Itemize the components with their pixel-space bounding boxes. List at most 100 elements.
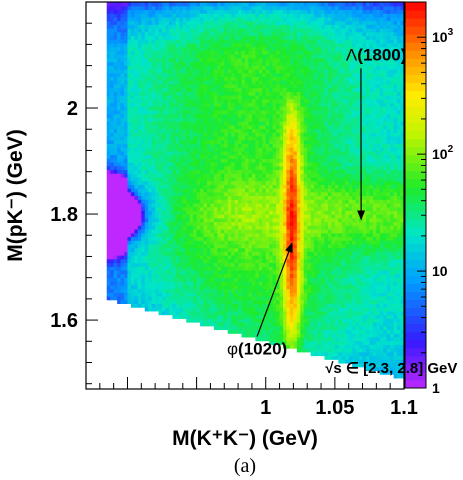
heatmap-cell [283,269,288,275]
heatmap-cell [296,162,301,167]
heatmap-cell [227,303,232,308]
heatmap-cell [269,340,274,345]
heatmap-cell [175,68,180,74]
heatmap-cell [151,288,156,293]
heatmap-cell [162,132,167,137]
heatmap-cell [286,210,291,215]
heatmap-cell [272,80,277,85]
heatmap-cell [210,65,215,70]
heatmap-cell [158,46,163,51]
heatmap-cell [172,16,177,22]
heatmap-cell [117,292,122,297]
heatmap-cell [196,277,201,282]
heatmap-cell [238,303,243,308]
heatmap-cell [179,24,184,29]
heatmap-cell [224,217,229,223]
heatmap-cell [276,251,281,256]
heatmap-cell [241,314,246,319]
heatmap-cell [241,158,246,163]
heatmap-cell [210,232,215,238]
heatmap-cell [286,54,291,59]
heatmap-cell [182,28,187,33]
heatmap-cell [265,65,270,70]
heatmap-cell [224,281,229,286]
heatmap-cell [141,83,146,89]
heatmap-cell [224,173,229,178]
heatmap-cell [148,143,153,148]
heatmap-cell [293,54,298,59]
heatmap-cell [300,232,305,238]
heatmap-cell [172,314,177,319]
heatmap-cell [172,68,177,74]
heatmap-cell [189,46,194,51]
heatmap-cell [186,251,191,256]
heatmap-cell [141,236,146,241]
heatmap-cell [276,154,281,159]
heatmap-cell [262,102,267,107]
heatmap-cell [144,31,149,37]
heatmap-cell [286,329,291,334]
heatmap-cell [113,68,118,74]
heatmap-cell [206,269,212,275]
heatmap-cell [186,288,191,293]
heatmap-cell [227,199,232,204]
heatmap-cell [272,54,277,59]
heatmap-cell [241,80,246,85]
heatmap-cell [172,65,177,70]
heatmap-cell [265,273,270,278]
heatmap-cell [238,46,243,51]
heatmap-cell [175,202,180,208]
heatmap-cell [193,54,198,59]
heatmap-cell [206,5,212,11]
heatmap-cell [172,266,177,271]
heatmap-cell [245,5,250,11]
heatmap-cell [124,132,129,137]
heatmap-cell [238,221,243,226]
heatmap-cell [241,83,246,89]
heatmap-cell [227,20,232,25]
heatmap-cell [117,284,122,290]
heatmap-cell [127,150,132,156]
heatmap-cell [130,16,135,22]
heatmap-cell [158,295,163,301]
heatmap-cell [227,139,232,144]
heatmap-cell [179,288,184,293]
heatmap-cell [234,202,239,208]
heatmap-cell [213,184,218,189]
heatmap-cell [130,154,135,159]
heatmap-cell [210,310,215,316]
heatmap-cell [130,243,135,249]
heatmap-cell [276,284,281,290]
heatmap-cell [120,206,125,211]
heatmap-cell [137,154,142,159]
heatmap-cell [238,162,243,167]
heatmap-cell [168,121,174,126]
heatmap-cell [286,199,291,204]
heatmap-cell [134,165,139,171]
heatmap-cell [296,232,301,238]
heatmap-cell [141,9,146,14]
heatmap-cell [189,158,194,163]
heatmap-cell [175,273,180,278]
heatmap-cell [110,269,115,275]
heatmap-cell [220,57,225,63]
heatmap-cell [303,277,308,282]
heatmap-cell [279,39,284,44]
heatmap-cell [303,206,308,211]
heatmap-cell [106,158,111,163]
heatmap-cell [283,255,288,260]
heatmap-cell [210,28,215,33]
heatmap-cell [203,46,208,51]
heatmap-cell [137,236,142,241]
heatmap-cell [300,35,305,40]
heatmap-cell [182,42,187,48]
heatmap-cell [172,180,177,185]
heatmap-cell [196,188,201,193]
heatmap-cell [137,199,142,204]
heatmap-cell [283,236,288,241]
heatmap-cell [165,251,170,256]
heatmap-cell [251,269,256,275]
heatmap-cell [134,143,139,148]
heatmap-cell [134,20,139,25]
heatmap-cell [106,28,111,33]
